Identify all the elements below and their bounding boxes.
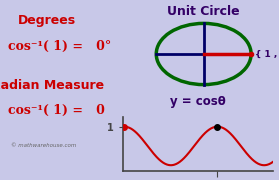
- Text: cos⁻¹( 1) =   0: cos⁻¹( 1) = 0: [8, 104, 105, 117]
- Text: { 1 ,  0 }: { 1 , 0 }: [255, 50, 279, 59]
- Text: y = cosθ: y = cosθ: [170, 95, 226, 108]
- Text: © mathwarehouse.com: © mathwarehouse.com: [11, 143, 76, 148]
- Text: Degrees: Degrees: [18, 14, 76, 27]
- Text: cos⁻¹( 1) =   0°: cos⁻¹( 1) = 0°: [8, 40, 112, 53]
- Text: Unit Circle: Unit Circle: [167, 5, 240, 18]
- Text: Radian Measure: Radian Measure: [0, 79, 104, 92]
